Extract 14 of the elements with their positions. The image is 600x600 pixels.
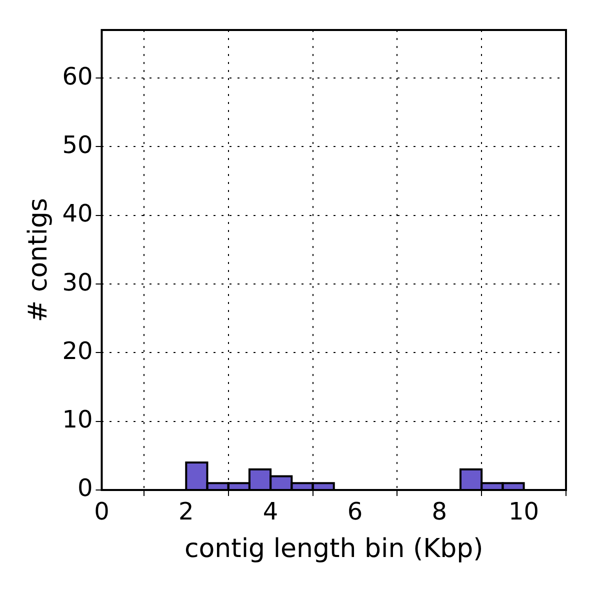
x-tick-label: 10 xyxy=(508,498,540,526)
y-tick-label: 10 xyxy=(62,406,93,434)
y-tick-label: 50 xyxy=(62,130,93,159)
x-axis-title: contig length bin (Kbp) xyxy=(184,534,484,564)
y-tick-label: 60 xyxy=(62,62,93,90)
y-tick-label: 0 xyxy=(77,474,93,502)
x-tick-label: 4 xyxy=(262,498,278,526)
x-tick-label: 2 xyxy=(178,498,194,526)
y-tick-label: 40 xyxy=(62,200,93,228)
y-axis-title: # contigs xyxy=(23,198,54,322)
y-tick-label: 20 xyxy=(62,336,93,365)
x-tick-label: 8 xyxy=(432,498,448,526)
x-tick-label: 6 xyxy=(347,498,363,526)
y-tick-label: 30 xyxy=(62,268,93,296)
